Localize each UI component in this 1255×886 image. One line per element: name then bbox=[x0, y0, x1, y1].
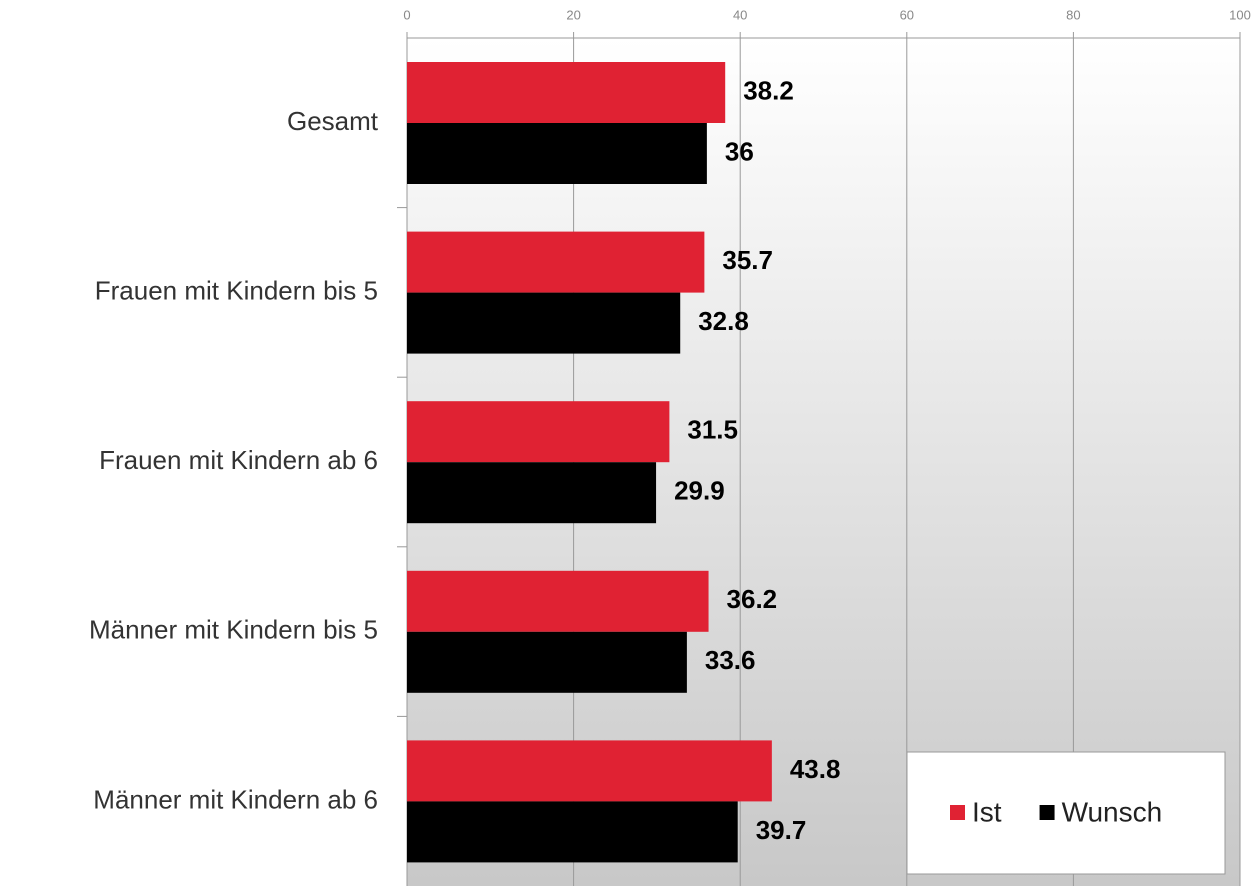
legend-label: Wunsch bbox=[1062, 796, 1163, 827]
y-tick-label: Männer mit Kindern ab 6 bbox=[93, 784, 378, 814]
bar bbox=[407, 62, 726, 123]
x-tick-label: 100 bbox=[1229, 7, 1251, 22]
legend-swatch bbox=[950, 805, 965, 820]
bar bbox=[407, 631, 687, 693]
x-tick-label: 80 bbox=[1066, 7, 1080, 22]
x-tick-label: 0 bbox=[403, 7, 410, 22]
value-label: 32.8 bbox=[698, 306, 749, 336]
value-label: 43.8 bbox=[790, 754, 841, 784]
x-tick-label: 20 bbox=[566, 7, 580, 22]
bar bbox=[407, 570, 709, 632]
x-tick-label: 60 bbox=[900, 7, 914, 22]
x-tick-label: 40 bbox=[733, 7, 747, 22]
bar bbox=[407, 462, 657, 524]
value-label: 36.2 bbox=[727, 584, 778, 614]
value-label: 39.7 bbox=[756, 815, 807, 845]
y-tick-label: Männer mit Kindern bis 5 bbox=[89, 615, 378, 645]
legend-swatch bbox=[1039, 805, 1055, 820]
bar bbox=[407, 231, 705, 293]
value-label: 36 bbox=[725, 136, 754, 166]
y-tick-label: Frauen mit Kindern ab 6 bbox=[99, 445, 378, 475]
bar bbox=[407, 801, 738, 863]
value-label: 33.6 bbox=[705, 645, 756, 675]
bar bbox=[407, 123, 707, 184]
value-label: 35.7 bbox=[722, 245, 773, 275]
value-label: 29.9 bbox=[674, 476, 725, 506]
value-label: 31.5 bbox=[687, 415, 738, 445]
bar bbox=[407, 292, 681, 354]
bar bbox=[407, 401, 670, 463]
legend-label: Ist bbox=[972, 796, 1002, 827]
y-tick-label: Gesamt bbox=[287, 106, 379, 136]
bar bbox=[407, 740, 772, 802]
value-label: 38.2 bbox=[743, 75, 794, 105]
y-tick-label: Frauen mit Kindern bis 5 bbox=[95, 275, 378, 305]
